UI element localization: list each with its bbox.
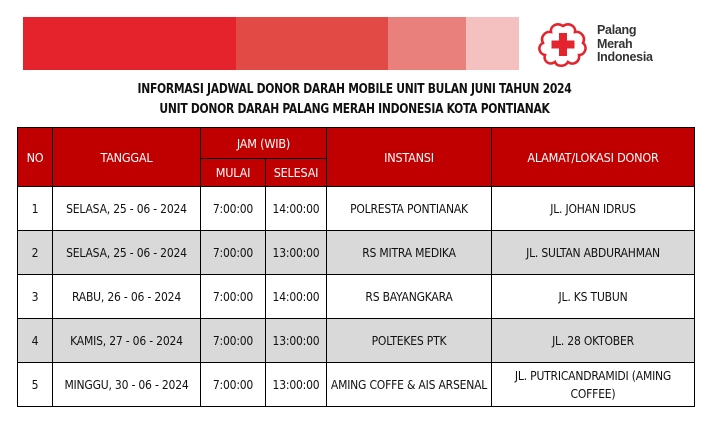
cell-instansi: RS BAYANGKARA <box>326 274 492 319</box>
cell-tanggal: SELASA, 25 - 06 - 2024 <box>52 230 201 275</box>
table-row: 2 SELASA, 25 - 06 - 2024 7:00:00 13:00:00 RS… <box>17 230 695 275</box>
cell-alamat: JL. 28 OKTOBER <box>491 318 695 363</box>
banner-band-3 <box>388 17 466 70</box>
cell-alamat: JL. KS TUBUN <box>491 274 695 319</box>
cell-tanggal: MINGGU, 30 - 06 - 2024 <box>52 362 201 407</box>
cell-no: 5 <box>17 362 53 407</box>
logo-text: Palang Merah Indonesia <box>597 23 653 65</box>
cell-no: 4 <box>17 318 53 363</box>
cell-selesai: 13:00:00 <box>265 318 327 363</box>
header-mulai: MULAI <box>200 158 266 187</box>
table-row: 4 KAMIS, 27 - 06 - 2024 7:00:00 13:00:00 POL… <box>17 318 695 363</box>
table-row: 1 SELASA, 25 - 06 - 2024 7:00:00 14:00:00 PO… <box>17 186 695 231</box>
cell-selesai: 14:00:00 <box>265 186 327 231</box>
cell-no: 2 <box>17 230 53 275</box>
cell-selesai: 14:00:00 <box>265 274 327 319</box>
schedule-table: NO TANGGAL JAM (WIB) INSTANSI ALAMAT/LOK… <box>17 127 695 407</box>
page-subtitle: UNIT DONOR DARAH PALANG MERAH INDONESIA … <box>159 102 550 117</box>
cell-instansi: RS MITRA MEDIKA <box>326 230 492 275</box>
cell-instansi: POLRESTA PONTIANAK <box>326 186 492 231</box>
cell-alamat: JL. SULTAN ABDURAHMAN <box>491 230 695 275</box>
cell-mulai: 7:00:00 <box>200 274 266 319</box>
page-title: INFORMASI JADWAL DONOR DARAH MOBILE UNIT… <box>137 82 572 97</box>
header-tanggal: TANGGAL <box>52 127 201 187</box>
pmi-logo: Palang Merah Indonesia <box>538 22 678 70</box>
logo-line-3: Indonesia <box>597 50 653 64</box>
banner-band-2 <box>236 17 388 70</box>
cell-tanggal: SELASA, 25 - 06 - 2024 <box>52 186 201 231</box>
cell-instansi: POLTEKES PTK <box>326 318 492 363</box>
table-row: 3 RABU, 26 - 06 - 2024 7:00:00 14:00:00 RS B… <box>17 274 695 319</box>
cell-selesai: 13:00:00 <box>265 230 327 275</box>
cell-mulai: 7:00:00 <box>200 230 266 275</box>
cell-tanggal: KAMIS, 27 - 06 - 2024 <box>52 318 201 363</box>
logo-line-2: Merah <box>597 36 633 51</box>
cell-no: 3 <box>17 274 53 319</box>
cell-alamat: JL. JOHAN IDRUS <box>491 186 695 231</box>
header-instansi: INSTANSI <box>326 127 492 187</box>
red-cross-flower-icon <box>538 23 587 68</box>
header-alamat: ALAMAT/LOKASI DONOR <box>491 127 695 187</box>
cell-selesai: 13:00:00 <box>265 362 327 407</box>
cell-instansi: AMING COFFE & AIS ARSENAL <box>326 362 492 407</box>
table-row: 5 MINGGU, 30 - 06 - 2024 7:00:00 13:00:00 AM… <box>17 362 695 407</box>
cell-mulai: 7:00:00 <box>200 186 266 231</box>
cell-tanggal: RABU, 26 - 06 - 2024 <box>52 274 201 319</box>
cell-mulai: 7:00:00 <box>200 362 266 407</box>
logo-line-1: Palang <box>597 23 637 37</box>
banner-band-4 <box>466 17 519 70</box>
header-jam: JAM (WIB) <box>200 127 327 159</box>
banner-band-1 <box>23 17 236 70</box>
header-no: NO <box>17 127 53 187</box>
header-selesai: SELESAI <box>265 158 327 187</box>
cell-alamat: JL. PUTRICANDRAMIDI (AMING COFFEE) <box>491 362 695 407</box>
cell-no: 1 <box>17 186 53 231</box>
cell-mulai: 7:00:00 <box>200 318 266 363</box>
